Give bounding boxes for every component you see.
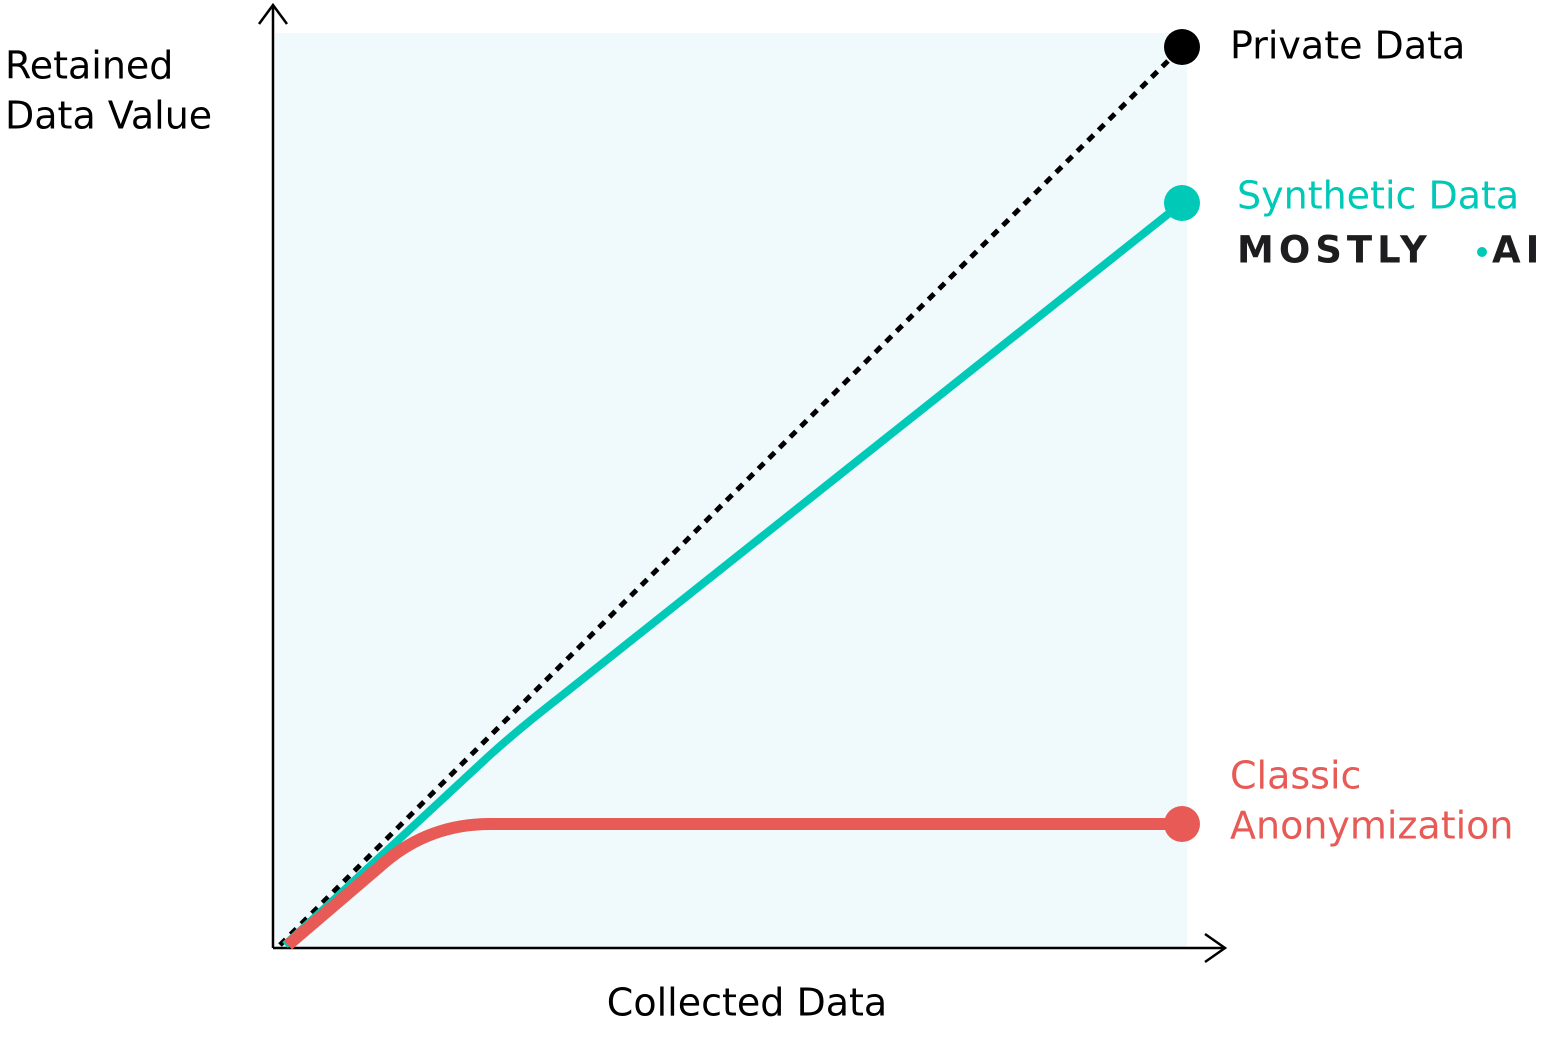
- synthetic-dot: [1164, 185, 1200, 221]
- private-dot: [1164, 29, 1200, 65]
- synthetic-label: Synthetic Data: [1237, 174, 1519, 218]
- x-arrow: [1204, 932, 1228, 964]
- axes: [257, 2, 1228, 964]
- classic-dot: [1164, 806, 1200, 842]
- classic-label: Classic: [1230, 754, 1361, 798]
- y-arrow: [257, 2, 289, 25]
- logo: MOSTLY: [1237, 229, 1432, 272]
- logo-dot: [1477, 247, 1487, 257]
- classic-label: Anonymization: [1230, 804, 1514, 848]
- synthetic-line: [282, 199, 1185, 948]
- x-axis-label: Collected Data: [607, 981, 887, 1025]
- private-label: Private Data: [1230, 24, 1465, 68]
- classic-line: [284, 818, 1182, 950]
- logo: AI: [1492, 229, 1544, 272]
- private-line: [278, 45, 1184, 947]
- y-axis-label: Retained: [5, 44, 173, 88]
- y-axis-label: Data Value: [5, 94, 212, 138]
- plot-area: [275, 33, 1187, 948]
